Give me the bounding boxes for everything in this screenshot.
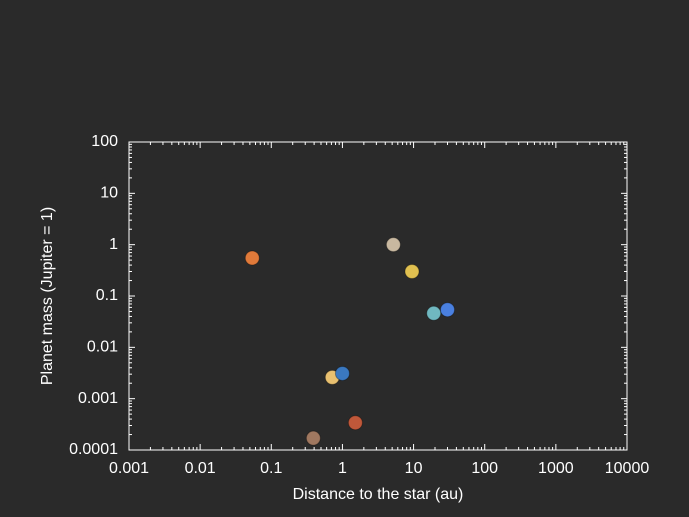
y-tick-label: 1 [109,236,118,253]
x-tick-label: 10 [405,460,423,477]
planet [440,302,456,318]
planet [385,237,401,253]
y-tick-label: 0.1 [96,287,118,304]
y-tick-label: 0.01 [87,339,118,356]
y-tick-label: 0.001 [78,390,118,407]
y-tick-label: 100 [91,133,118,150]
planet [305,430,321,446]
y-tick-label: 0.0001 [69,441,118,458]
x-tick-label: 0.01 [185,460,216,477]
x-axis-label: Distance to the star (au) [293,486,464,503]
planet [244,250,260,266]
planet [334,365,350,381]
planet [404,264,420,280]
planet [347,415,363,431]
y-axis-label: Planet mass (Jupiter = 1) [39,207,56,385]
x-tick-label: 1 [338,460,347,477]
x-tick-label: 10000 [605,460,650,477]
x-tick-label: 100 [471,460,498,477]
x-tick-label: 0.1 [260,460,282,477]
x-tick-label: 1000 [538,460,574,477]
x-tick-label: 0.001 [109,460,149,477]
y-tick-label: 10 [100,185,118,202]
planet [426,305,442,321]
